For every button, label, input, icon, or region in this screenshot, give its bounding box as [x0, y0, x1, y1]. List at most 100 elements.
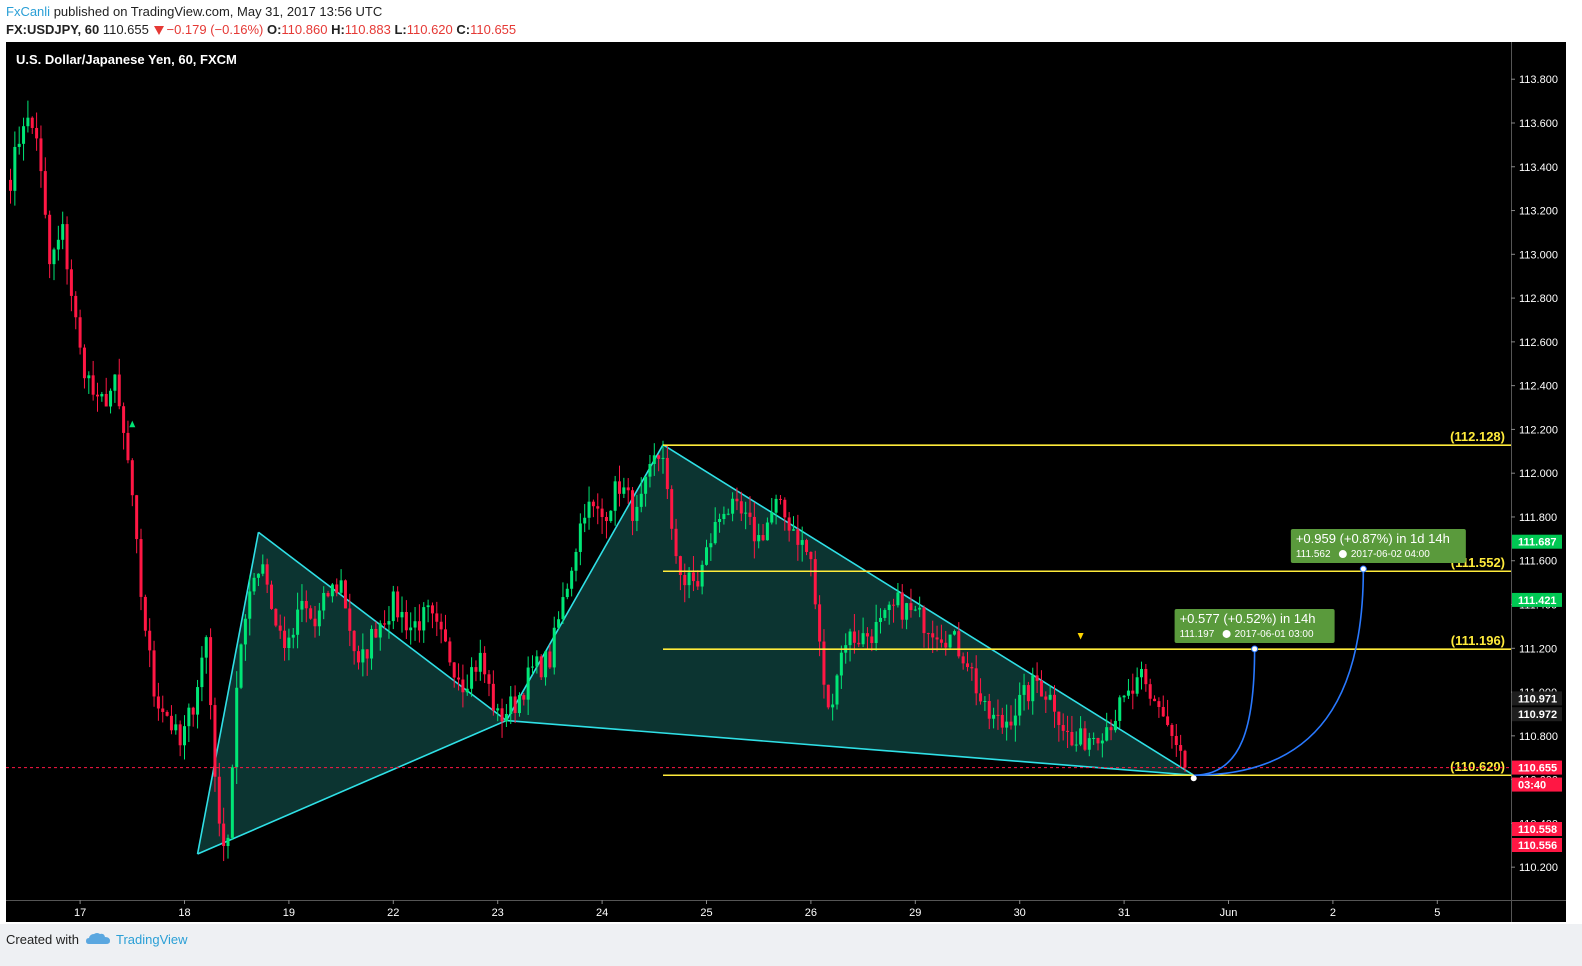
candle [570, 567, 574, 597]
symbol-name[interactable]: FX:USDJPY, 60 [6, 22, 100, 37]
price-tick-label: 111.800 [1519, 512, 1557, 524]
candle [100, 391, 104, 402]
time-tick-label: Jun [1220, 907, 1238, 919]
candle-body [583, 517, 587, 524]
candle [52, 247, 56, 281]
candle-body [805, 540, 809, 552]
price-tag-text: 111.421 [1518, 595, 1557, 607]
price-tick-label: 113.200 [1519, 206, 1558, 218]
candle [335, 578, 339, 597]
candle [1083, 721, 1087, 752]
candle-body [948, 634, 952, 648]
candle [248, 576, 252, 636]
time-tick-label: 29 [909, 907, 921, 919]
candle-body [126, 432, 130, 461]
candle-body [478, 652, 482, 672]
candle [670, 485, 674, 540]
candle [526, 656, 530, 715]
candle-body [248, 591, 252, 619]
candle [726, 508, 730, 516]
candle-body [474, 667, 478, 672]
open-label: O: [266, 22, 282, 37]
candle-body [892, 604, 896, 606]
candle-body [135, 495, 139, 540]
candle-body [370, 628, 374, 659]
candle-body [9, 179, 12, 191]
candle [165, 710, 169, 717]
candle [687, 567, 691, 599]
candle-body [270, 584, 273, 609]
candle-body [161, 708, 165, 712]
candle-body [26, 117, 30, 127]
time-tick-label: 30 [1014, 907, 1026, 919]
candle [156, 682, 160, 721]
candle [82, 344, 86, 389]
candle-body [1070, 731, 1074, 746]
candle [1105, 712, 1109, 742]
candle-body [831, 704, 835, 708]
candle [1109, 719, 1113, 741]
candle-body [752, 516, 756, 542]
candle-body [905, 603, 909, 620]
candle-body [217, 776, 221, 824]
candle [417, 604, 421, 643]
candle-body [522, 695, 526, 700]
time-tick-label: 5 [1434, 907, 1440, 919]
candle-body [735, 498, 739, 502]
candle-body [400, 611, 404, 618]
chart-area[interactable]: 110.200110.400110.600110.800111.000111.2… [6, 42, 1566, 922]
candle [361, 633, 365, 677]
candle [426, 599, 430, 623]
pattern-leg [196, 532, 260, 855]
candle [470, 657, 474, 697]
price-chart[interactable]: 110.200110.400110.600110.800111.000111.2… [6, 42, 1566, 922]
candle [870, 629, 874, 652]
candle-body [483, 652, 487, 675]
candle [444, 614, 447, 643]
candle-body [265, 564, 269, 585]
candle-body [278, 625, 282, 631]
candle [365, 649, 369, 676]
author-link[interactable]: FxCanli [6, 4, 51, 19]
candle [448, 637, 452, 666]
candle-body [117, 374, 121, 407]
candle-body [526, 667, 530, 700]
candle-body [574, 551, 578, 571]
candle [387, 606, 391, 639]
candle-body [65, 224, 69, 270]
candle [161, 695, 165, 723]
candle-body [792, 529, 795, 531]
candle-body [383, 623, 387, 625]
candle [1140, 661, 1143, 690]
candle [78, 309, 82, 355]
candle-body [800, 540, 804, 545]
candle [26, 100, 30, 133]
price-tick-label: 113.600 [1519, 118, 1558, 130]
candle-body [361, 649, 365, 663]
candle-body [552, 627, 556, 668]
tradingview-link[interactable]: TradingView [116, 932, 188, 947]
candle [278, 614, 282, 639]
time-tick-label: 31 [1118, 907, 1130, 919]
candle [374, 621, 378, 639]
candle-body [1083, 728, 1087, 750]
candle [987, 693, 991, 730]
projection-time-text: 2017-06-02 04:00 [1351, 549, 1430, 560]
candle [913, 605, 917, 612]
candle-body [922, 607, 926, 634]
candle-body [309, 608, 313, 619]
candle [639, 477, 643, 513]
candle [143, 594, 147, 637]
candle-body [1057, 711, 1061, 726]
candle [457, 663, 461, 691]
tradingview-cloud-icon[interactable] [86, 932, 110, 946]
candle [905, 602, 909, 630]
candle-body [1066, 730, 1070, 732]
candle [774, 494, 778, 525]
candle [1100, 733, 1104, 758]
candle [839, 645, 843, 689]
price-tag-text: 110.655 [1518, 763, 1557, 775]
candle-body [857, 642, 861, 645]
candle [748, 496, 752, 526]
projection-box [1174, 608, 1335, 643]
